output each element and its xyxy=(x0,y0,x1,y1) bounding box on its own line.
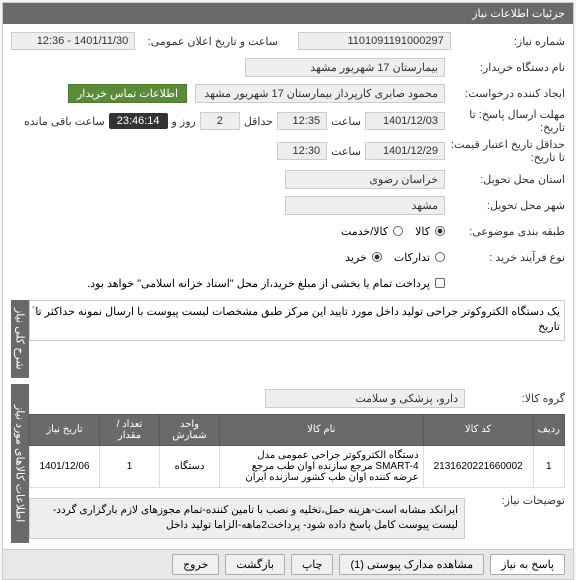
print-button[interactable]: چاپ xyxy=(291,554,334,575)
pay-note-check[interactable]: پرداخت تمام یا بخشی از مبلغ خرید،از محل … xyxy=(87,277,445,290)
process-label: نوع فرآیند خرید : xyxy=(445,251,565,264)
cell-code: 2131620221660002 xyxy=(423,445,533,487)
province-value: خراسان رضوی xyxy=(285,170,445,189)
valid-date: 1401/12/29 xyxy=(365,142,445,160)
process-kharid-text: خرید xyxy=(345,251,367,264)
cell-qty: 1 xyxy=(100,445,160,487)
city-label: شهر محل تحویل: xyxy=(445,199,565,212)
deadline-label: مهلت ارسال پاسخ: تا تاریخ: xyxy=(445,108,565,134)
col-date: تاریخ نیاز xyxy=(30,414,100,445)
remain-days: 2 xyxy=(200,112,240,130)
radio-checked-icon xyxy=(435,226,445,236)
valid-time: 12:30 xyxy=(277,142,327,160)
class-service-radio[interactable]: کالا/خدمت xyxy=(341,225,403,238)
resize-icon: ⤡ xyxy=(32,303,39,316)
city-value: مشهد xyxy=(285,196,445,215)
contact-button[interactable]: اطلاعات تماس خریدار xyxy=(68,84,187,103)
deadline-date: 1401/12/03 xyxy=(365,112,445,130)
process-kharid-radio[interactable]: خرید xyxy=(345,251,382,264)
process-tadaarok-radio[interactable]: تدارکات xyxy=(394,251,445,264)
group-value: دارو، پزشکی و سلامت xyxy=(265,389,465,408)
class-goods-radio[interactable]: کالا xyxy=(415,225,445,238)
radio-checked-icon-2 xyxy=(372,252,382,262)
table-row: 1 2131620221660002 دستگاه الکتروکوتر جرا… xyxy=(30,445,565,487)
buyer-label: نام دستگاه خریدار: xyxy=(445,61,565,74)
province-label: استان محل تحویل: xyxy=(445,173,565,186)
close-button[interactable]: بازگشت xyxy=(225,554,285,575)
items-side-title: اطلاعات کالاهای مورد نیاز xyxy=(11,384,29,544)
general-spec-side-title: شرح کلی نیاز xyxy=(11,300,29,378)
day-and-label: روز و xyxy=(168,115,200,128)
class-service-text: کالا/خدمت xyxy=(341,225,388,238)
cell-row: 1 xyxy=(533,445,564,487)
need-no-value: 1101091191000297 xyxy=(298,32,451,50)
answer-button[interactable]: پاسخ به نیاز xyxy=(490,554,565,575)
table-header-row: ردیف کد کالا نام کالا واحد شمارش تعداد /… xyxy=(30,414,565,445)
deadline-time: 12:35 xyxy=(277,112,327,130)
col-row: ردیف xyxy=(533,414,564,445)
buyer-value: بیمارستان 17 شهریور مشهد xyxy=(245,58,445,77)
remain-timer: 23:46:14 xyxy=(109,113,168,129)
general-spec-textarea[interactable]: ⤡ یک دستگاه الکتروکوتر جراحی تولید داخل … xyxy=(29,300,565,341)
remain-tail: ساعت باقی مانده xyxy=(20,115,109,128)
group-label: گروه کالا: xyxy=(465,392,565,405)
col-unit: واحد شمارش xyxy=(160,414,220,445)
col-name: نام کالا xyxy=(220,414,424,445)
announce-value: 1401/11/30 - 12:36 xyxy=(11,32,135,50)
valid-label: حداقل تاریخ اعتبار قیمت: تا تاریخ: xyxy=(445,138,565,164)
radio-unchecked-icon-2 xyxy=(435,252,445,262)
general-spec-text: یک دستگاه الکتروکوتر جراحی تولید داخل مو… xyxy=(35,306,560,333)
cell-name: دستگاه الکتروکوتر جراحی عمومی مدل SMART-… xyxy=(220,445,424,487)
panel-title: جزئیات اطلاعات نیاز xyxy=(3,3,573,24)
class-goods-text: کالا xyxy=(415,225,430,238)
process-tadaarok-text: تدارکات xyxy=(394,251,430,264)
requester-label: ایجاد کننده درخواست: xyxy=(445,87,565,100)
pay-note-text: پرداخت تمام یا بخشی از مبلغ خرید،از محل … xyxy=(87,277,430,290)
class-label: طبقه بندی موضوعی: xyxy=(445,225,565,238)
exit-button[interactable]: خروج xyxy=(172,554,219,575)
desc-label: توضیحات نیاز: xyxy=(465,494,565,507)
attachments-button[interactable]: مشاهده مدارک پیوستی (1) xyxy=(339,554,484,575)
col-qty: تعداد / مقدار xyxy=(100,414,160,445)
need-no-label: شماره نیاز: xyxy=(451,35,565,48)
desc-text: ایرانکد مشابه است-هزینه حمل،تخلیه و نصب … xyxy=(29,498,465,540)
cell-date: 1401/12/06 xyxy=(30,445,100,487)
radio-unchecked-icon xyxy=(393,226,403,236)
checkbox-unchecked-icon xyxy=(435,278,445,288)
footer-bar: پاسخ به نیاز مشاهده مدارک پیوستی (1) چاپ… xyxy=(3,549,573,579)
announce-label: ساعت و تاریخ اعلان عمومی: xyxy=(135,35,278,48)
col-code: کد کالا xyxy=(423,414,533,445)
cell-unit: دستگاه xyxy=(160,445,220,487)
items-table: ردیف کد کالا نام کالا واحد شمارش تعداد /… xyxy=(29,414,565,488)
at-least-label: حداقل xyxy=(240,115,277,128)
hour-label-2: ساعت xyxy=(327,145,365,158)
hour-label-1: ساعت xyxy=(327,115,365,128)
requester-value: محمود صابری کارپرداز بیمارستان 17 شهریور… xyxy=(195,84,445,103)
